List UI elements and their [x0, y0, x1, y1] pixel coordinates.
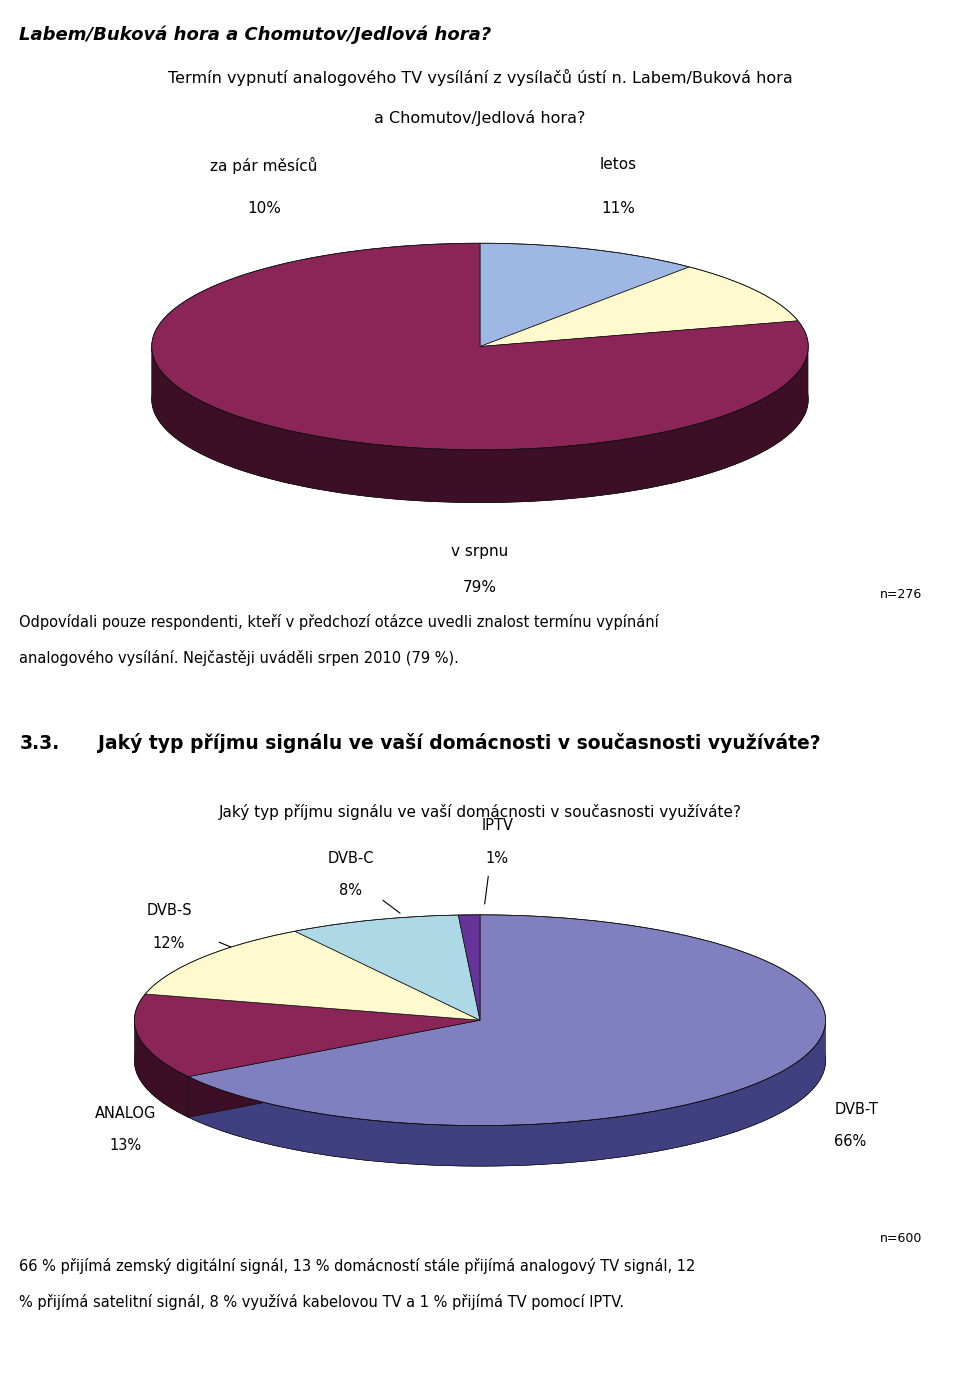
- Polygon shape: [188, 1024, 826, 1167]
- Text: Termín vypnutí analogového TV vysílání z vysílačů ústí n. Labem/Buková hora: Termín vypnutí analogového TV vysílání z…: [168, 69, 792, 85]
- Ellipse shape: [134, 955, 826, 1167]
- Text: ANALOG: ANALOG: [95, 1106, 156, 1121]
- Polygon shape: [188, 915, 826, 1125]
- Text: 10%: 10%: [247, 202, 281, 217]
- Polygon shape: [134, 993, 480, 1077]
- Polygon shape: [152, 348, 808, 503]
- Ellipse shape: [152, 295, 808, 503]
- Polygon shape: [188, 1020, 480, 1117]
- Polygon shape: [134, 1021, 188, 1117]
- Polygon shape: [295, 915, 480, 1020]
- Text: 66%: 66%: [834, 1135, 867, 1149]
- Text: Jaký typ příjmu signálu ve vaší domácnosti v současnosti využíváte?: Jaký typ příjmu signálu ve vaší domácnos…: [98, 734, 820, 753]
- Text: DVB-S: DVB-S: [146, 903, 192, 918]
- Text: 3.3.: 3.3.: [19, 734, 60, 753]
- Text: DVB-C: DVB-C: [327, 851, 373, 866]
- Polygon shape: [145, 932, 480, 1020]
- Text: 1%: 1%: [486, 851, 509, 866]
- Polygon shape: [480, 267, 798, 346]
- Text: n=600: n=600: [880, 1232, 923, 1245]
- Polygon shape: [188, 1020, 480, 1117]
- Text: 13%: 13%: [109, 1138, 142, 1153]
- Polygon shape: [152, 243, 808, 449]
- Text: a Chomutov/Jedlová hora?: a Chomutov/Jedlová hora?: [374, 110, 586, 126]
- Polygon shape: [458, 915, 480, 1020]
- Text: 8%: 8%: [339, 883, 362, 899]
- Text: Labem/Buková hora a Chomutov/Jedlová hora?: Labem/Buková hora a Chomutov/Jedlová hor…: [19, 25, 492, 44]
- Text: analogového vysílání. Nejčastěji uváděli srpen 2010 (79 %).: analogového vysílání. Nejčastěji uváděli…: [19, 650, 459, 666]
- Text: 79%: 79%: [463, 580, 497, 595]
- Text: Odpovídali pouze respondenti, kteří v předchozí otázce uvedli znalost termínu vy: Odpovídali pouze respondenti, kteří v př…: [19, 614, 659, 629]
- Text: 12%: 12%: [153, 936, 185, 951]
- Text: Jaký typ příjmu signálu ve vaší domácnosti v současnosti využíváte?: Jaký typ příjmu signálu ve vaší domácnos…: [219, 804, 741, 820]
- Text: v srpnu: v srpnu: [451, 544, 509, 559]
- Text: letos: letos: [600, 158, 636, 173]
- Text: IPTV: IPTV: [481, 818, 514, 833]
- Polygon shape: [480, 243, 689, 346]
- Text: 11%: 11%: [601, 202, 636, 217]
- Text: % přijímá satelitní signál, 8 % využívá kabelovou TV a 1 % přijímá TV pomocí IPT: % přijímá satelitní signál, 8 % využívá …: [19, 1294, 624, 1311]
- Text: n=276: n=276: [880, 588, 923, 600]
- Text: za pár měsíců: za pár měsíců: [210, 158, 318, 174]
- Text: 66 % přijímá zemský digitální signál, 13 % domácností stále přijímá analogový TV: 66 % přijímá zemský digitální signál, 13…: [19, 1259, 696, 1274]
- Text: DVB-T: DVB-T: [834, 1102, 878, 1117]
